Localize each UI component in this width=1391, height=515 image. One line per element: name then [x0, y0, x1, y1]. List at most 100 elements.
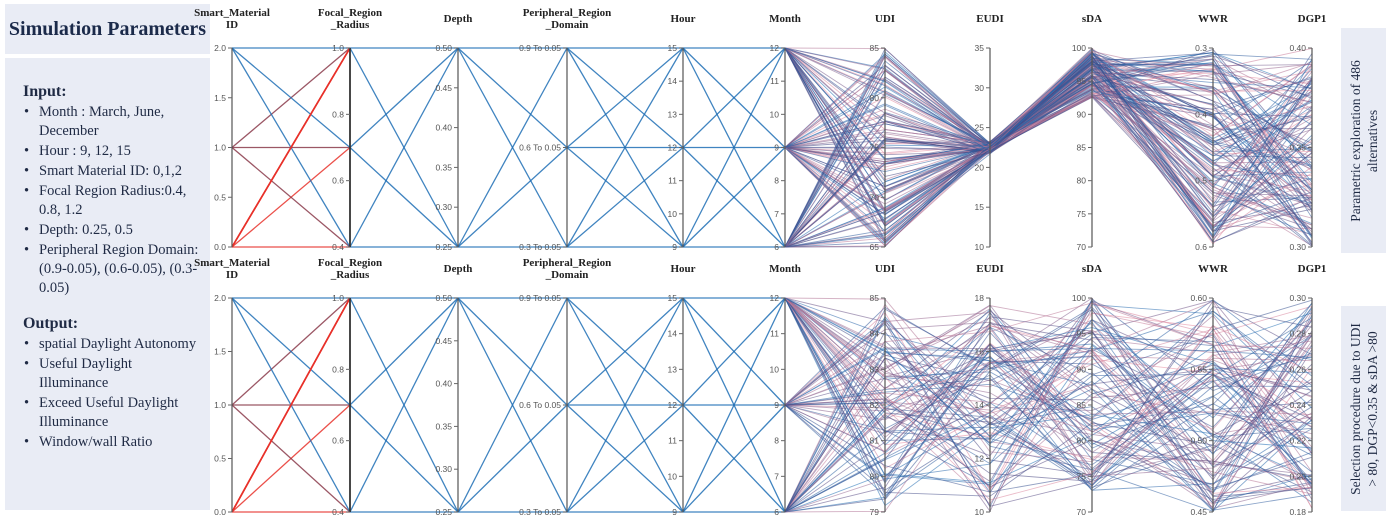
data-line: [784, 297, 1313, 513]
tick-label: 12: [668, 400, 678, 410]
tick-label: 0.25: [435, 507, 452, 515]
link-line: [566, 297, 684, 406]
tick-label: 11: [668, 176, 677, 186]
tick-label: 0.40: [435, 123, 452, 133]
tick-label: 75: [1077, 209, 1087, 219]
axis-title: Depth: [444, 13, 473, 25]
tick-label: 95: [1077, 76, 1087, 86]
axis-title: Hour: [670, 13, 695, 25]
tick-label: 0.4: [332, 507, 344, 515]
data-line: [784, 51, 1313, 233]
axis-10: WWR 0.45 0.50 0.55 0.60: [1190, 263, 1229, 515]
link-line: [231, 47, 351, 148]
data-line: [784, 48, 1313, 248]
tick-label: 12: [770, 293, 780, 303]
link-line: [682, 404, 786, 513]
data-line: [784, 331, 1313, 502]
tick-label: 0.60: [1190, 293, 1207, 303]
tick-label: 7: [774, 471, 779, 481]
axis-title: WWR: [1198, 13, 1229, 25]
tick-label: 0.20: [1289, 471, 1306, 481]
data-line: [784, 297, 1313, 489]
tick-label: 8: [774, 436, 779, 446]
tick-label: 0.6: [1195, 242, 1207, 252]
data-line: [784, 55, 1313, 248]
link-line: [457, 297, 568, 513]
side-label-top: Parametric exploration of 486 alternative…: [1341, 28, 1386, 253]
tick-label: 0.25: [435, 242, 452, 252]
tick-label: 0.3 To 0.05: [519, 507, 561, 515]
tick-label: 10: [770, 364, 780, 374]
tick-label: 20: [975, 162, 985, 172]
tick-label: 15: [668, 293, 678, 303]
tick-label: 9: [672, 242, 677, 252]
axis-title: Peripheral_Region _Domain: [523, 7, 612, 31]
link-line: [566, 147, 684, 248]
tick-label: 0.3 To 0.05: [519, 242, 561, 252]
link-line: [231, 404, 351, 513]
data-line: [784, 47, 1313, 160]
link-line: [457, 404, 568, 513]
tick-label: 0.40: [435, 379, 452, 389]
data-line: [784, 297, 1313, 386]
output-heading: Output:: [23, 315, 79, 332]
axis-title: Smart_Material ID: [194, 257, 270, 281]
data-line: [784, 62, 1313, 248]
tick-label: 0.22: [1289, 436, 1306, 446]
input-smart-material: Smart Material ID: 0,1,2: [23, 162, 200, 181]
data-line: [784, 331, 1313, 513]
axis-6: Month 6 7 8 9 10 11 12: [769, 263, 801, 515]
tick-label: 1.5: [214, 93, 226, 103]
chart-2: Smart_Material ID 0.0 0.5 1.0 1.5 2.0 Focal_Reg…: [194, 257, 1326, 515]
tick-label: 85: [870, 43, 880, 53]
data-line: [784, 297, 1313, 445]
tick-label: 13: [668, 109, 678, 119]
tick-label: 14: [668, 76, 678, 86]
link-line: [349, 47, 459, 148]
tick-label: 0.45: [435, 83, 452, 93]
data-line: [784, 47, 1313, 232]
data-line: [784, 360, 1313, 486]
tick-label: 0.9 To 0.05: [519, 293, 561, 303]
tick-label: 75: [870, 143, 880, 153]
tick-label: 0.18: [1289, 507, 1306, 515]
data-line: [784, 344, 1313, 494]
data-line: [784, 90, 1313, 248]
data-line: [784, 321, 1313, 513]
link-line: [457, 147, 568, 248]
link-line: [682, 147, 786, 248]
data-line: [784, 317, 1313, 487]
data-line: [784, 349, 1313, 513]
data-line: [784, 297, 1313, 483]
tick-label: 2.0: [214, 43, 226, 53]
tick-label: 12: [668, 143, 678, 153]
tick-label: 0.55: [1190, 364, 1207, 374]
tick-label: 0.50: [435, 43, 452, 53]
tick-label: 12: [975, 454, 985, 464]
output-list: spatial Daylight Autonomy Useful Dayligh…: [23, 335, 200, 452]
link-line: [682, 297, 786, 513]
input-hour: Hour : 9, 12, 15: [23, 142, 200, 161]
axis-6: Month 6 7 8 9 10 11 12: [769, 13, 801, 252]
tick-label: 0.35: [435, 421, 452, 431]
link-line: [566, 297, 684, 513]
link-line: [349, 147, 459, 248]
axis-4: Peripheral_Region _Domain 0.3 To 0.05 0.6 T…: [519, 257, 611, 515]
input-month: Month : March, June, December: [23, 103, 200, 141]
link-line: [566, 47, 684, 248]
link-line: [231, 297, 351, 513]
tick-label: 6: [774, 242, 779, 252]
tick-label: 11: [770, 329, 779, 339]
data-line: [784, 308, 1313, 513]
axis-9: sDA 70 75 80 85 90 95 100: [1072, 263, 1102, 515]
tick-label: 0.8: [332, 364, 344, 374]
data-line: [784, 297, 1313, 491]
data-line: [784, 297, 1313, 509]
axis-8: EUDI 10 15 20 25 30 35: [975, 13, 1004, 252]
input-depth: Depth: 0.25, 0.5: [23, 221, 200, 240]
data-line: [784, 61, 1313, 248]
tick-label: 10: [975, 507, 985, 515]
data-line: [784, 63, 1313, 248]
axis-title: sDA: [1082, 13, 1102, 25]
link-line: [682, 47, 786, 148]
